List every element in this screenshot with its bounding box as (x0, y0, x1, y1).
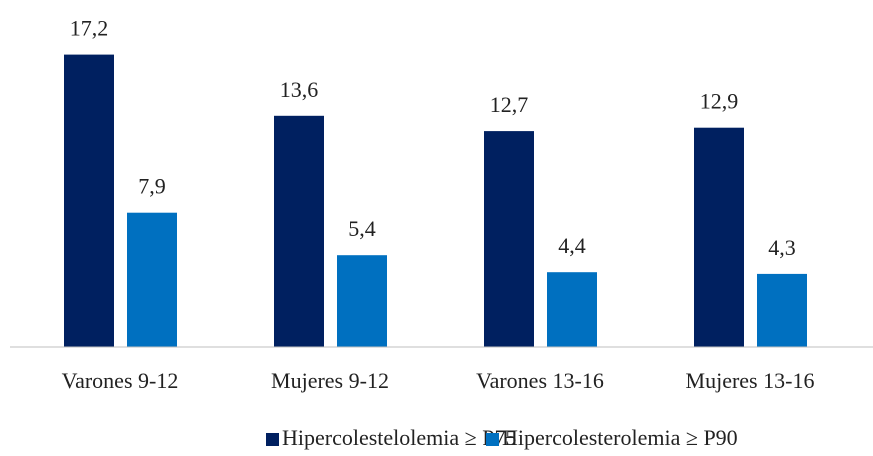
value-label: 12,9 (700, 89, 739, 114)
legend-swatch (486, 433, 499, 446)
value-label: 7,9 (138, 174, 166, 199)
x-tick-label: Mujeres 9-12 (271, 368, 389, 393)
value-label: 12,7 (490, 92, 529, 117)
legend-label: Hipercolesterolemia ≥ P90 (502, 425, 738, 450)
bar (337, 255, 387, 347)
x-tick-label: Varones 9-12 (62, 368, 179, 393)
bar (547, 272, 597, 347)
legend-label: Hipercolestelolemia ≥ P75 (282, 425, 516, 450)
value-label: 4,4 (558, 233, 586, 258)
value-label: 17,2 (70, 16, 109, 41)
x-tick-label: Varones 13-16 (476, 368, 604, 393)
bar (274, 115, 324, 347)
value-label: 5,4 (348, 216, 376, 241)
bar (484, 131, 534, 347)
bar (64, 54, 114, 347)
value-label: 13,6 (280, 77, 319, 102)
bar (757, 273, 807, 347)
legend-swatch (266, 433, 279, 446)
bar (127, 212, 177, 347)
x-tick-label: Mujeres 13-16 (686, 368, 815, 393)
value-label: 4,3 (768, 235, 796, 260)
bar (694, 127, 744, 347)
